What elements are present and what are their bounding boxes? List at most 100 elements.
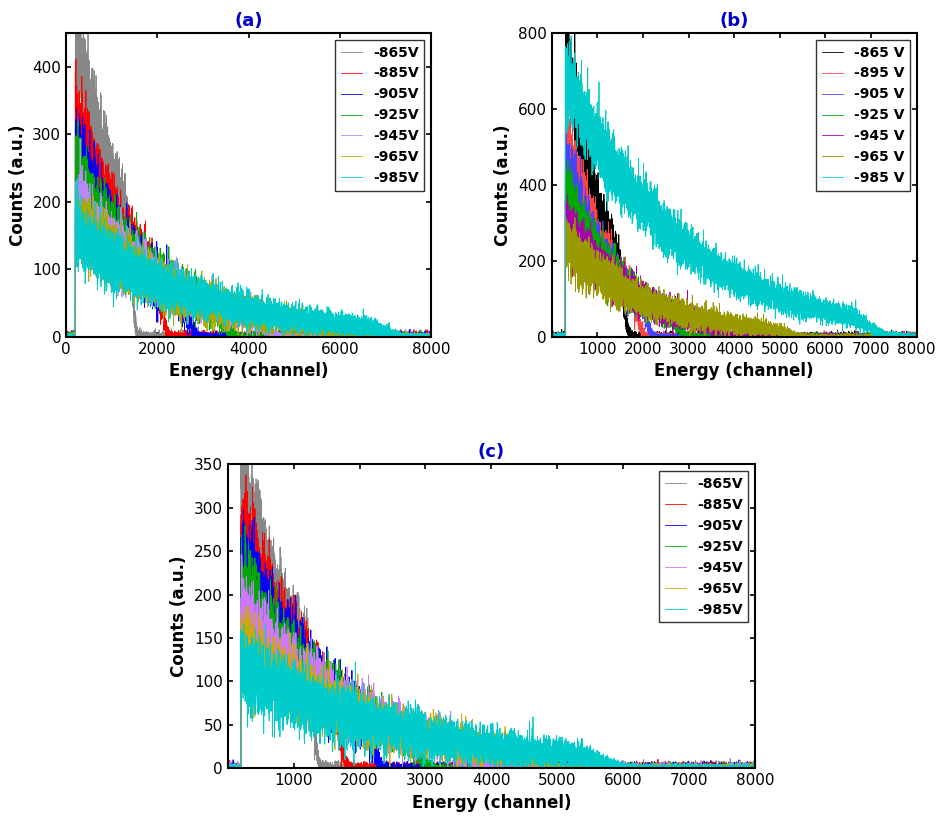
-895 V: [835, 332, 847, 342]
-895 V: [562, 95, 573, 105]
-925 V: [835, 332, 847, 342]
Line: -905 V: -905 V: [551, 128, 916, 337]
-925V: [533, 762, 545, 771]
Line: -885V: -885V: [228, 475, 754, 768]
-985V: [222, 763, 233, 773]
-925 V: [562, 155, 573, 165]
-985V: [613, 760, 624, 770]
-865V: [557, 763, 568, 773]
-985 V: [910, 330, 921, 340]
-885V: [240, 470, 251, 480]
-905V: [350, 332, 362, 342]
-985 V: [678, 243, 689, 253]
-985V: [72, 173, 83, 183]
-925 V: [910, 332, 921, 342]
-925 V: [564, 196, 575, 206]
-865V: [425, 326, 436, 336]
-945V: [293, 332, 304, 342]
-925V: [248, 620, 260, 630]
X-axis label: Energy (channel): Energy (channel): [412, 794, 570, 812]
-945V: [330, 332, 342, 342]
-905 V: [546, 329, 557, 339]
-925V: [222, 763, 233, 773]
-965 V: [835, 332, 847, 342]
-905V: [238, 506, 249, 515]
-965V: [243, 601, 254, 611]
-865V: [236, 383, 247, 393]
-865V: [613, 763, 624, 773]
-965V: [79, 217, 91, 227]
-925 V: [777, 332, 788, 342]
-865 V: [816, 330, 827, 339]
Line: -865 V: -865 V: [551, 0, 916, 337]
-905 V: [777, 332, 788, 342]
Line: -885V: -885V: [66, 59, 430, 337]
Line: -865V: -865V: [66, 0, 430, 337]
-865V: [79, 90, 91, 100]
-905 V: [560, 123, 571, 133]
-895 V: [564, 172, 575, 182]
Legend: -865V, -885V, -905V, -925V, -945V, -965V, -985V: -865V, -885V, -905V, -925V, -945V, -965V…: [659, 472, 748, 622]
-885V: [533, 763, 545, 773]
-885V: [248, 596, 260, 606]
-905 V: [678, 330, 689, 339]
-965V: [292, 321, 303, 331]
-905V: [79, 151, 91, 161]
Line: -895 V: -895 V: [551, 100, 916, 337]
-965V: [222, 763, 233, 773]
-985V: [79, 240, 91, 250]
Title: (a): (a): [234, 12, 262, 30]
-965V: [60, 332, 72, 342]
-925V: [79, 191, 91, 201]
-905V: [749, 757, 760, 767]
Line: -945 V: -945 V: [551, 195, 916, 337]
-945V: [350, 332, 362, 342]
-865 V: [564, 67, 575, 77]
-965V: [613, 762, 624, 772]
-865 V: [910, 331, 921, 341]
-905V: [330, 330, 342, 340]
-965 V: [546, 332, 557, 342]
-965 V: [678, 316, 689, 325]
-985V: [292, 318, 303, 328]
Line: -985 V: -985 V: [551, 36, 916, 337]
-985 V: [777, 292, 788, 302]
-905V: [641, 762, 652, 772]
X-axis label: Energy (channel): Energy (channel): [169, 363, 329, 380]
Line: -965V: -965V: [228, 606, 754, 768]
-925V: [350, 332, 362, 342]
X-axis label: Energy (channel): Energy (channel): [653, 363, 813, 380]
-905 V: [564, 157, 575, 167]
Title: (c): (c): [478, 444, 504, 462]
-985V: [260, 620, 271, 629]
-945V: [193, 300, 204, 310]
-865V: [60, 330, 72, 340]
-925V: [72, 116, 83, 126]
-865V: [330, 331, 342, 341]
-895 V: [546, 332, 557, 342]
Y-axis label: Counts (a.u.): Counts (a.u.): [170, 556, 188, 677]
-885V: [613, 763, 624, 773]
-905V: [425, 332, 436, 342]
-905V: [557, 762, 568, 771]
-945V: [641, 763, 652, 773]
-945V: [79, 221, 91, 231]
-865V: [293, 330, 304, 339]
-965V: [350, 331, 362, 341]
Line: -905V: -905V: [66, 108, 430, 337]
-905V: [248, 575, 260, 585]
-885V: [293, 332, 304, 342]
-885V: [557, 760, 568, 770]
-885V: [350, 330, 362, 340]
-945V: [277, 331, 288, 341]
-945 V: [910, 332, 921, 342]
-925V: [413, 732, 424, 742]
-945V: [749, 757, 760, 767]
-905V: [533, 763, 545, 773]
-965V: [749, 762, 760, 772]
-925V: [641, 762, 652, 772]
-865V: [248, 496, 260, 506]
-945V: [248, 618, 260, 628]
Line: -925V: -925V: [66, 121, 430, 337]
-965V: [641, 763, 652, 773]
